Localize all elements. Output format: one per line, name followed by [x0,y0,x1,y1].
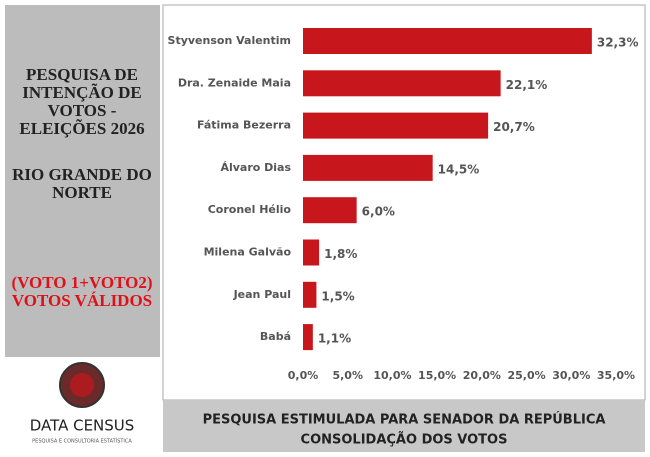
footer-text: PESQUISA ESTIMULADA PARA SENADOR DA REPÚ… [203,412,606,428]
category-label: Álvaro Dias [220,161,291,174]
panel-title: ELEIÇÕES 2026 [19,118,144,138]
bar [303,112,489,139]
x-tick-label: 5,0% [332,369,363,382]
x-tick-label: 15,0% [418,369,456,382]
value-label: 22,1% [506,78,548,92]
value-label: 20,7% [493,120,535,134]
logo-icon-inner [70,373,94,397]
bar [303,197,357,224]
x-tick-label: 35,0% [597,369,635,382]
value-label: 32,3% [597,36,639,50]
category-label: Babá [260,330,291,343]
left-panel [5,5,160,357]
footer-text: CONSOLIDAÇÃO DOS VOTOS [301,432,508,448]
category-label: Milena Galvão [204,246,292,259]
logo-tagline: PESQUISA E CONSULTORIA ESTATÍSTICA [32,438,132,445]
category-label: Jean Paul [233,288,291,301]
panel-region: NORTE [52,183,112,202]
panel-title: INTENÇÃO DE [22,83,142,102]
x-tick-label: 30,0% [552,369,590,382]
bar [303,239,320,266]
x-tick-label: 20,0% [463,369,501,382]
panel-title: PESQUISA DE [26,65,138,84]
panel-note: (VOTO 1+VOTO2) [11,273,152,292]
bar [303,281,317,308]
value-label: 6,0% [362,205,395,219]
panel-note: VOTOS VÁLIDOS [12,291,152,310]
value-label: 1,1% [318,332,351,346]
panel-region: RIO GRANDE DO [12,165,152,184]
x-tick-label: 10,0% [373,369,411,382]
value-label: 14,5% [438,162,480,176]
category-label: Styvenson Valentim [168,34,291,47]
logo-name: DATA CENSUS [30,417,135,435]
value-label: 1,5% [321,289,354,303]
value-label: 1,8% [324,247,357,261]
bar [303,28,592,54]
bar [303,154,433,181]
panel-title: VOTOS - [48,101,117,120]
bar [303,324,313,351]
category-label: Dra. Zenaide Maia [178,76,291,89]
category-label: Coronel Hélio [208,203,292,216]
bar [303,70,501,97]
x-tick-label: 0,0% [288,369,319,382]
footer-band [163,400,645,452]
category-label: Fátima Bezerra [197,119,291,132]
x-tick-label: 25,0% [507,369,545,382]
